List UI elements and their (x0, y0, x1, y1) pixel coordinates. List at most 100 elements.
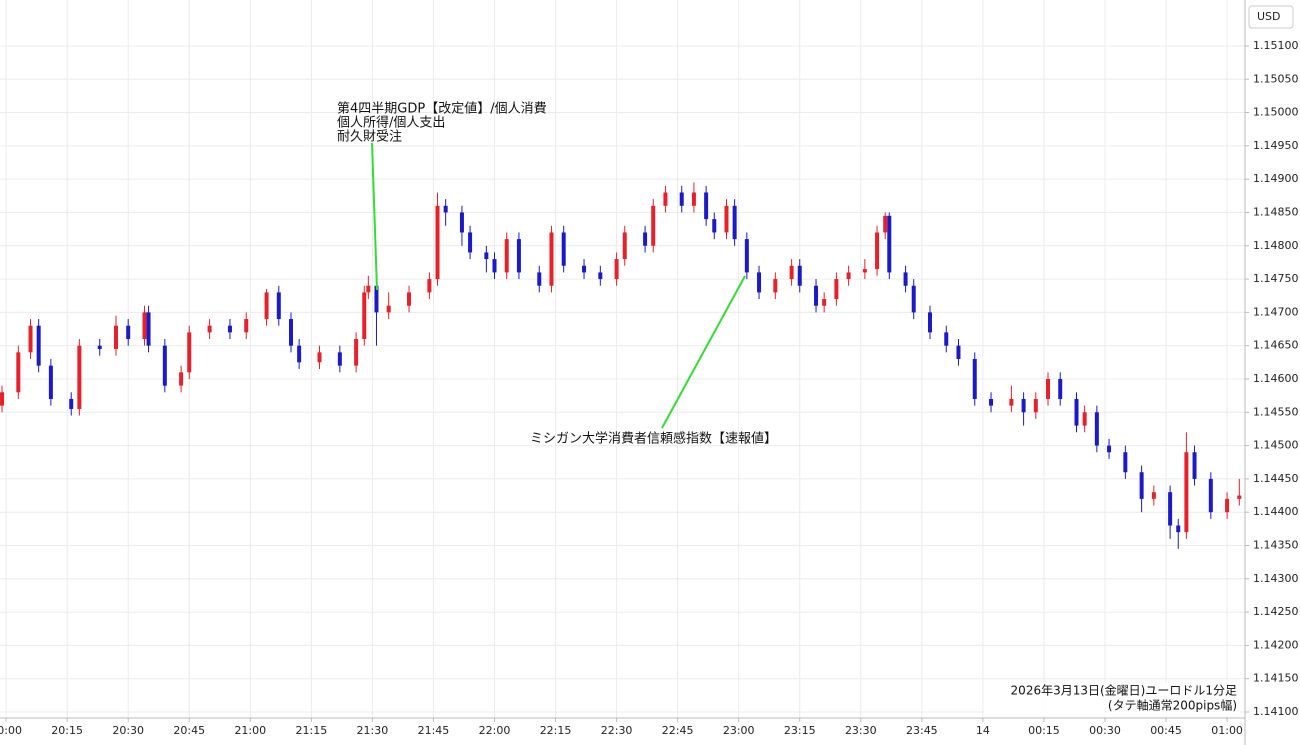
candle-body (1139, 472, 1144, 499)
candle-body (944, 332, 949, 346)
candle-body (113, 325, 118, 350)
candle-body (362, 292, 367, 340)
x-tick-label: 22:15 (540, 724, 572, 737)
price-axis (1245, 0, 1300, 745)
candle-body (1184, 452, 1189, 533)
candle-body (651, 205, 656, 246)
candle-body (549, 232, 554, 286)
candle-body (366, 285, 371, 293)
y-tick-label: 1.14950 (1253, 139, 1299, 152)
candle-body (492, 259, 497, 273)
candle-body (1151, 492, 1156, 499)
candle-body (911, 285, 916, 313)
x-tick-label: 21:45 (418, 724, 450, 737)
candle-body (887, 215, 892, 273)
annotation-text: 個人所得/個人支出 (337, 115, 445, 131)
x-tick-label: 23:45 (906, 724, 938, 737)
y-tick-label: 1.14100 (1253, 705, 1299, 718)
candle-body (757, 272, 762, 293)
candle-body (1176, 525, 1181, 533)
candle-body (374, 285, 379, 313)
x-tick-label: 21:00 (234, 724, 266, 737)
x-tick-label: 20:15 (51, 724, 83, 737)
x-tick-label: 00:15 (1028, 724, 1060, 737)
candle-body (614, 259, 619, 280)
y-tick-label: 1.14350 (1253, 538, 1299, 551)
grid (0, 0, 1245, 718)
candle-body (1123, 452, 1128, 473)
candle-body (1021, 398, 1026, 413)
x-tick-label: 23:00 (723, 724, 755, 737)
x-tick-label: 14 (976, 724, 990, 737)
candle-body (1082, 412, 1087, 426)
y-tick-label: 1.15000 (1253, 106, 1299, 119)
y-tick-label: 1.14500 (1253, 439, 1299, 452)
candle-body (16, 352, 21, 393)
candle-body (1237, 495, 1242, 499)
y-tick-label: 1.14750 (1253, 272, 1299, 285)
x-tick-label: 23:30 (845, 724, 877, 737)
y-tick-label: 1.14800 (1253, 239, 1299, 252)
y-axis: 1.14100 1.14150 1.14200 1.14250 1.14300 1.143… (1245, 39, 1299, 718)
candle-body (744, 239, 749, 273)
candle-body (1225, 498, 1230, 513)
candle-body (691, 192, 696, 206)
candle-body (1074, 398, 1079, 426)
candle-body (773, 279, 778, 293)
candle-body (427, 279, 432, 293)
candle-body (724, 205, 729, 233)
candle-body (1009, 398, 1014, 406)
x-tick-label: 20:30 (112, 724, 144, 737)
candle-body (69, 398, 74, 409)
x-tick-label: 23:15 (784, 724, 816, 737)
candle-body (862, 269, 867, 273)
candle-body (822, 299, 827, 306)
candle-body (989, 398, 994, 406)
annotation-text: ミシガン大学消費者信頼感指数【速報値】 (530, 431, 777, 447)
candle-body (789, 265, 794, 280)
candle-body (903, 272, 908, 286)
candle-body (956, 345, 961, 359)
candle-body (797, 265, 802, 286)
y-tick-label: 1.14250 (1253, 605, 1299, 618)
candle-body (883, 215, 888, 233)
candle-body (337, 352, 342, 366)
x-tick-label: 20:45 (173, 724, 205, 737)
candle-body (77, 345, 82, 409)
note: 2026年3月13日(金曜日)ユーロドル1分足 (1011, 683, 1237, 698)
candle-body (207, 325, 212, 333)
annotation-text: 第4四半期GDP【改定値】/個人消費 (337, 101, 547, 117)
x-axis: 20:00 20:15 20:30 20:45 21:00 21:15 21:30 21:45… (0, 718, 1243, 737)
candle-body (36, 325, 41, 366)
candle-body (1046, 378, 1051, 399)
candle-body (407, 292, 412, 306)
x-tick-label: 22:30 (601, 724, 633, 737)
x-tick-label: 21:15 (296, 724, 328, 737)
candle-body (561, 232, 566, 266)
y-tick-label: 1.14600 (1253, 372, 1299, 385)
y-tick-label: 1.14450 (1253, 472, 1299, 485)
note: (タテ軸通常200pips幅) (1108, 698, 1237, 713)
y-tick-label: 1.14150 (1253, 672, 1299, 685)
candle-body (663, 192, 668, 206)
candle-body (142, 312, 147, 340)
candle-body (179, 372, 184, 386)
y-tick-label: 1.14300 (1253, 572, 1299, 585)
note-bg (984, 682, 1240, 716)
annotation-pointer (661, 275, 746, 429)
candle-body (679, 192, 684, 206)
candle-body (643, 232, 648, 246)
candle-body (386, 305, 391, 313)
y-tick-label: 1.14900 (1253, 172, 1299, 185)
annotation-pointer (371, 142, 378, 291)
candle-body (598, 272, 603, 280)
x-tick-label: 01:00 (1211, 724, 1243, 737)
y-tick-label: 1.14700 (1253, 305, 1299, 318)
x-tick-label: 00:30 (1089, 724, 1121, 737)
y-tick-label: 1.14550 (1253, 405, 1299, 418)
candle-body (1094, 412, 1099, 446)
candle-body (227, 325, 232, 333)
candle-body (582, 265, 587, 273)
